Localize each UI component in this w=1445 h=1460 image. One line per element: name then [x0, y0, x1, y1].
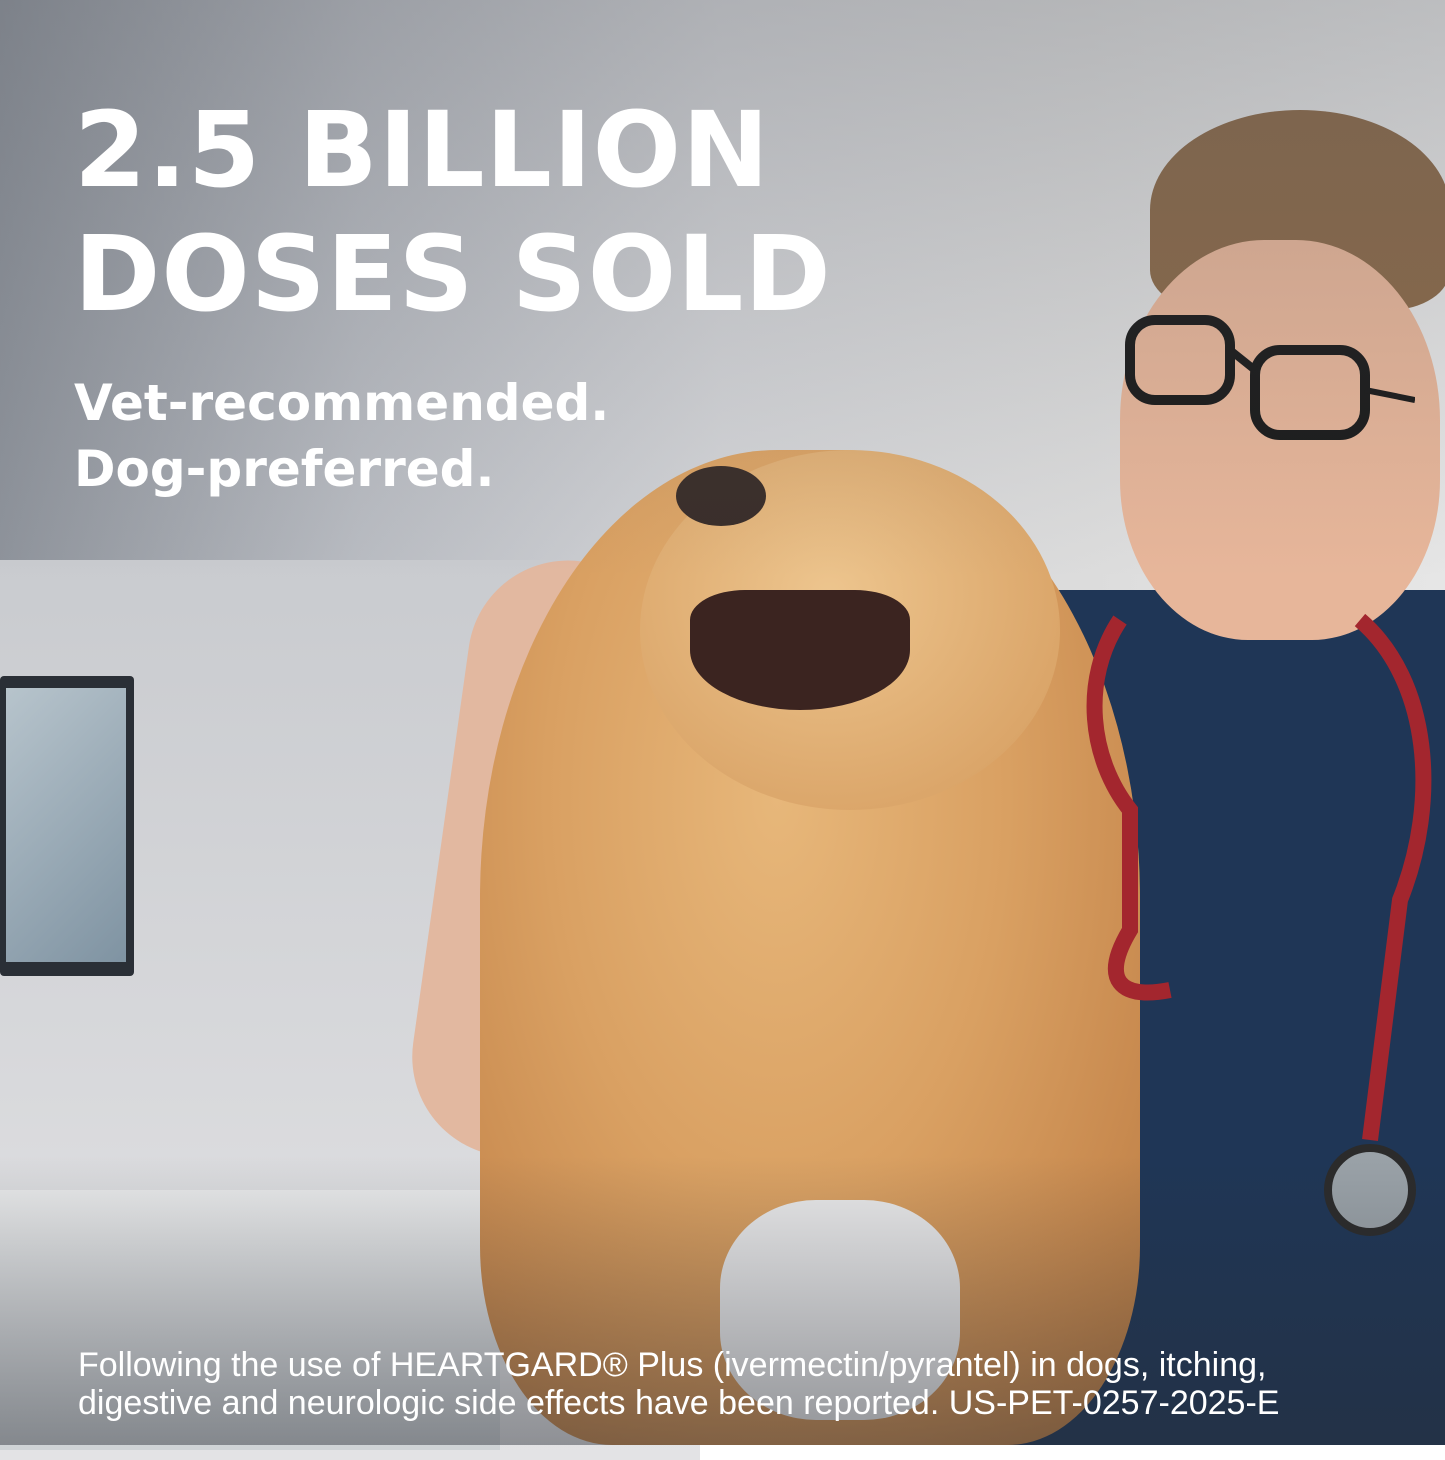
dog-nose	[676, 466, 766, 526]
gloved-hand	[720, 1200, 960, 1420]
monitor	[0, 676, 134, 976]
subheadline: Vet-recommended. Dog-preferred.	[74, 370, 609, 502]
headline-line-1: 2.5 BILLION	[74, 89, 771, 211]
subheadline-line-1: Vet-recommended.	[74, 374, 610, 432]
headline: 2.5 BILLION DOSES SOLD	[74, 88, 832, 336]
dog-mouth	[690, 590, 910, 710]
safety-disclaimer: Following the use of HEARTGARD® Plus (iv…	[78, 1346, 1280, 1422]
exam-table	[0, 1190, 500, 1450]
subheadline-line-2: Dog-preferred.	[74, 440, 495, 498]
monitor-screen	[6, 688, 126, 962]
stethoscope-icon	[1086, 613, 1432, 1236]
glasses-icon	[1125, 315, 1415, 440]
headline-line-2: DOSES SOLD	[74, 213, 832, 335]
